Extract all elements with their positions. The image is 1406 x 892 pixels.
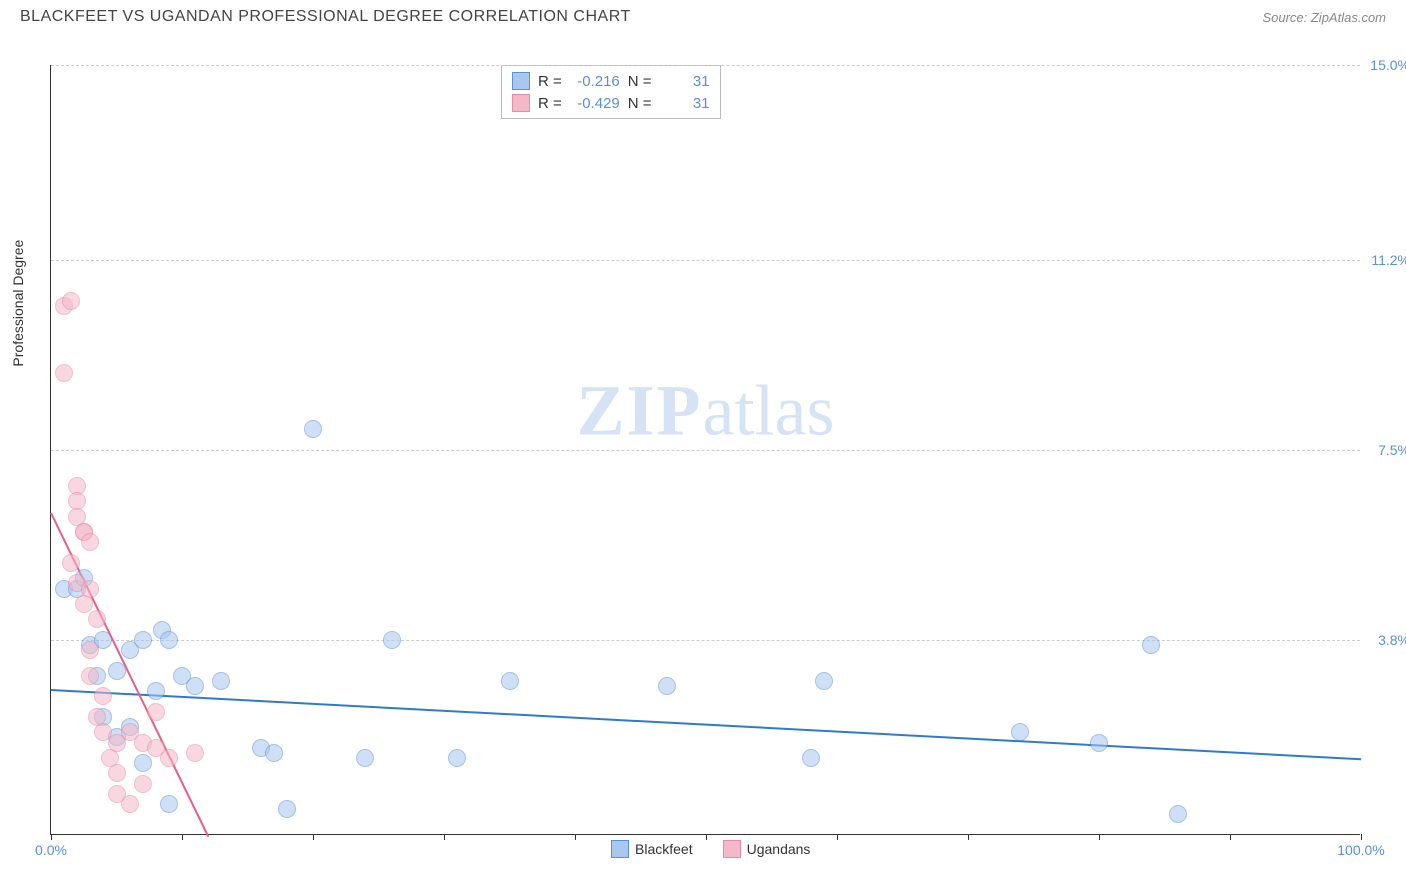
legend-label-2: Ugandans bbox=[747, 841, 811, 857]
data-point bbox=[278, 800, 296, 818]
x-tick bbox=[1099, 834, 1100, 840]
watermark: ZIPatlas bbox=[577, 370, 835, 453]
data-point bbox=[1090, 734, 1108, 752]
data-point bbox=[658, 677, 676, 695]
data-point bbox=[81, 641, 99, 659]
x-tick bbox=[313, 834, 314, 840]
stats-row-2: R = -0.429 N = 31 bbox=[512, 92, 710, 114]
r-value-1: -0.216 bbox=[570, 73, 620, 90]
y-axis-label: Professional Degree bbox=[10, 240, 26, 367]
data-point bbox=[134, 775, 152, 793]
r-label-2: R = bbox=[538, 95, 562, 112]
data-point bbox=[81, 580, 99, 598]
swatch-series2 bbox=[512, 94, 530, 112]
x-tick bbox=[575, 834, 576, 840]
grid-line bbox=[51, 260, 1360, 261]
x-tick bbox=[51, 834, 52, 840]
x-tick bbox=[1361, 834, 1362, 840]
y-tick-label: 3.8% bbox=[1362, 632, 1406, 648]
x-tick bbox=[837, 834, 838, 840]
data-point bbox=[304, 420, 322, 438]
plot-area: ZIPatlas R = -0.216 N = 31 R = -0.429 N … bbox=[50, 65, 1360, 835]
source-label: Source: ZipAtlas.com bbox=[1262, 10, 1386, 25]
data-point bbox=[356, 749, 374, 767]
stats-row-1: R = -0.216 N = 31 bbox=[512, 70, 710, 92]
data-point bbox=[383, 631, 401, 649]
x-tick bbox=[706, 834, 707, 840]
data-point bbox=[94, 687, 112, 705]
data-point bbox=[81, 667, 99, 685]
x-tick-label: 100.0% bbox=[1337, 842, 1384, 858]
data-point bbox=[108, 662, 126, 680]
legend-item-1: Blackfeet bbox=[611, 840, 693, 858]
y-tick-label: 11.2% bbox=[1362, 252, 1406, 268]
data-point bbox=[108, 764, 126, 782]
data-point bbox=[160, 749, 178, 767]
watermark-light: atlas bbox=[703, 371, 835, 451]
data-point bbox=[75, 595, 93, 613]
r-value-2: -0.429 bbox=[570, 95, 620, 112]
legend-swatch-2 bbox=[723, 840, 741, 858]
legend-swatch-1 bbox=[611, 840, 629, 858]
data-point bbox=[147, 703, 165, 721]
stats-legend: R = -0.216 N = 31 R = -0.429 N = 31 bbox=[501, 65, 721, 119]
data-point bbox=[160, 795, 178, 813]
data-point bbox=[815, 672, 833, 690]
data-point bbox=[81, 533, 99, 551]
chart-container: Professional Degree ZIPatlas R = -0.216 … bbox=[0, 30, 1406, 880]
data-point bbox=[134, 631, 152, 649]
x-tick bbox=[1230, 834, 1231, 840]
data-point bbox=[1011, 723, 1029, 741]
data-point bbox=[186, 744, 204, 762]
data-point bbox=[186, 677, 204, 695]
data-point bbox=[802, 749, 820, 767]
data-point bbox=[212, 672, 230, 690]
watermark-bold: ZIP bbox=[577, 371, 703, 451]
legend-item-2: Ugandans bbox=[723, 840, 811, 858]
bottom-legend: Blackfeet Ugandans bbox=[611, 840, 810, 858]
data-point bbox=[88, 610, 106, 628]
data-point bbox=[448, 749, 466, 767]
data-point bbox=[1142, 636, 1160, 654]
data-point bbox=[160, 631, 178, 649]
data-point bbox=[1169, 805, 1187, 823]
n-value-2: 31 bbox=[660, 95, 710, 112]
x-tick-label: 0.0% bbox=[35, 842, 67, 858]
trend-line bbox=[51, 689, 1361, 760]
n-value-1: 31 bbox=[660, 73, 710, 90]
swatch-series1 bbox=[512, 72, 530, 90]
data-point bbox=[134, 754, 152, 772]
grid-line bbox=[51, 640, 1360, 641]
data-point bbox=[62, 554, 80, 572]
legend-label-1: Blackfeet bbox=[635, 841, 693, 857]
x-tick bbox=[968, 834, 969, 840]
grid-line bbox=[51, 65, 1360, 66]
data-point bbox=[501, 672, 519, 690]
n-label-1: N = bbox=[628, 73, 652, 90]
data-point bbox=[265, 744, 283, 762]
x-tick bbox=[444, 834, 445, 840]
n-label-2: N = bbox=[628, 95, 652, 112]
chart-title: BLACKFEET VS UGANDAN PROFESSIONAL DEGREE… bbox=[20, 8, 631, 26]
data-point bbox=[121, 795, 139, 813]
x-tick bbox=[182, 834, 183, 840]
r-label-1: R = bbox=[538, 73, 562, 90]
data-point bbox=[62, 292, 80, 310]
data-point bbox=[147, 682, 165, 700]
y-tick-label: 15.0% bbox=[1362, 57, 1406, 73]
data-point bbox=[55, 364, 73, 382]
grid-line bbox=[51, 450, 1360, 451]
y-tick-label: 7.5% bbox=[1362, 442, 1406, 458]
